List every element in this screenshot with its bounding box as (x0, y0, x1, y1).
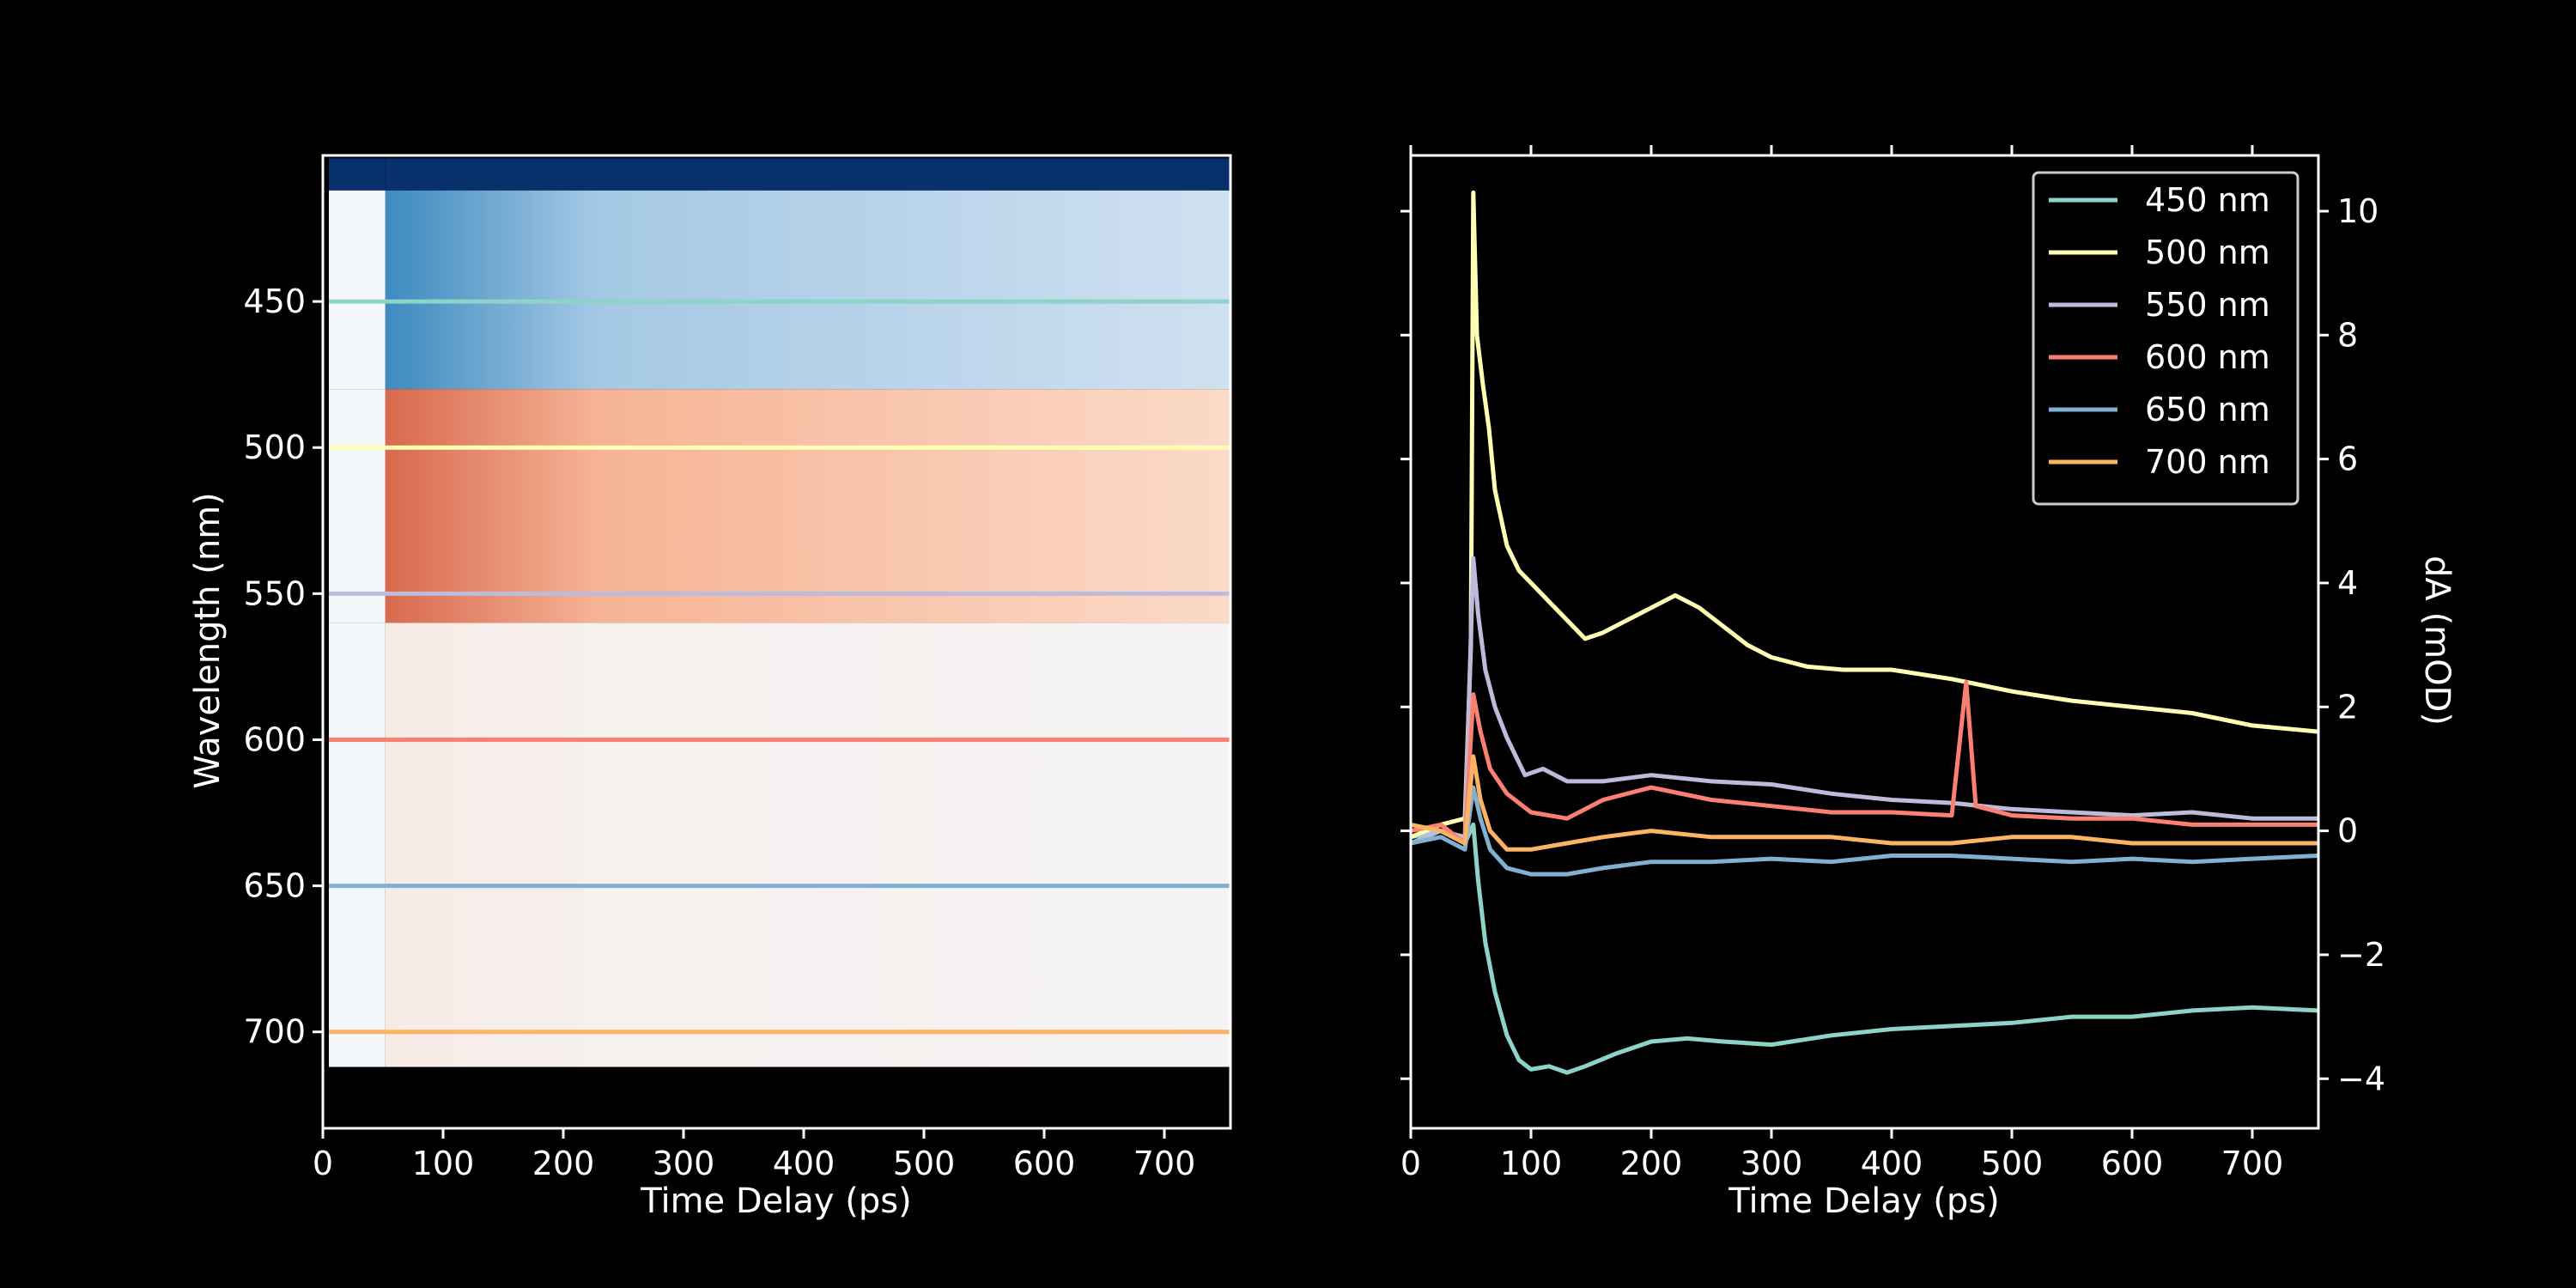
x-tick-label: 600 (2101, 1145, 2164, 1182)
y-tick-label: 2 (2337, 688, 2358, 726)
y-tick-label: 500 (243, 428, 306, 466)
heatmap-x-ticks: 0 100 200 300 400 500 600 700 (313, 1128, 1195, 1182)
heatmap-cell (329, 190, 386, 390)
series-line-700-nm (1411, 754, 2318, 852)
line-x-axis-label: Time Delay (ps) (1728, 1182, 1999, 1221)
x-tick-label: 300 (653, 1145, 715, 1182)
series-line-600-nm (1411, 679, 2318, 846)
line-y-axis-label: dA (mOD) (2417, 556, 2457, 726)
x-tick-label: 200 (1620, 1145, 1683, 1182)
heatmap-cell (329, 158, 386, 191)
heatmap-y-axis-label: Wavelength (nm) (188, 492, 228, 789)
legend-label: 550 nm (2145, 286, 2270, 324)
y-tick-label: 4 (2337, 564, 2358, 602)
heatmap-cell (329, 623, 386, 1067)
series-line-500-nm (1411, 190, 2318, 840)
heatmap-image (329, 158, 1230, 1067)
line-frame (1409, 154, 2320, 1130)
x-tick-label: 400 (773, 1145, 835, 1182)
y-tick-label: 650 (243, 867, 306, 905)
x-tick-label: 700 (1133, 1145, 1196, 1182)
y-tick-label: 0 (2337, 812, 2358, 850)
x-tick-label: 400 (1861, 1145, 1923, 1182)
heatmap-cell (385, 190, 1230, 390)
x-tick-label: 100 (412, 1145, 475, 1182)
legend-label: 700 nm (2145, 443, 2270, 481)
heatmap-cell (329, 389, 386, 623)
line-x-ticks: 0 100 200 300 400 500 600 700 (1400, 145, 2283, 1182)
wavelength-cut-lines (329, 299, 1230, 1035)
x-tick-label: 500 (1981, 1145, 2044, 1182)
legend-label: 650 nm (2145, 391, 2270, 428)
x-tick-label: 100 (1500, 1145, 1563, 1182)
y-tick-label: 8 (2337, 316, 2358, 354)
legend-box (2032, 171, 2300, 506)
legend-label: 600 nm (2145, 338, 2270, 376)
x-tick-label: 0 (313, 1145, 333, 1182)
x-tick-label: 300 (1741, 1145, 1803, 1182)
line-panel: 0 100 200 300 400 500 600 700 −4 −2 0 2 4 6 8 10 Time … (1400, 145, 2457, 1221)
x-tick-label: 700 (2221, 1145, 2284, 1182)
legend-label: 450 nm (2145, 181, 2270, 219)
heatmap-cell (385, 623, 1230, 1067)
legend-label: 500 nm (2145, 234, 2270, 271)
x-tick-label: 500 (893, 1145, 956, 1182)
series-line-450-nm (1411, 822, 2318, 1075)
series-line-650-nm (1411, 785, 2318, 877)
heatmap-cell (385, 389, 1230, 623)
heatmap-panel: 0 100 200 300 400 500 600 700 450 500 550 600 650 70… (188, 154, 1232, 1221)
y-tick-label: 550 (243, 574, 306, 612)
y-tick-label: −2 (2337, 936, 2385, 974)
legend: 450 nm 500 nm 550 nm 600 nm 650 nm 700 nm (2032, 171, 2300, 506)
y-tick-label: 10 (2337, 192, 2379, 230)
y-tick-label: −4 (2337, 1060, 2385, 1097)
x-tick-label: 200 (532, 1145, 595, 1182)
y-tick-label: 700 (243, 1013, 306, 1051)
heatmap-cell (385, 158, 1230, 191)
y-tick-label: 600 (243, 720, 306, 758)
line-series-group (1411, 190, 2318, 1075)
y-tick-label: 6 (2337, 440, 2358, 478)
x-tick-label: 0 (1400, 1145, 1421, 1182)
heatmap-x-axis-label: Time Delay (ps) (640, 1182, 911, 1221)
heatmap-frame (321, 154, 1232, 1130)
series-line-550-nm (1411, 556, 2318, 846)
line-y-ticks: −4 −2 0 2 4 6 8 10 (1400, 192, 2385, 1097)
x-tick-label: 600 (1013, 1145, 1076, 1182)
y-tick-label: 450 (243, 283, 306, 320)
heatmap-y-ticks: 450 500 550 600 650 700 (243, 283, 323, 1051)
